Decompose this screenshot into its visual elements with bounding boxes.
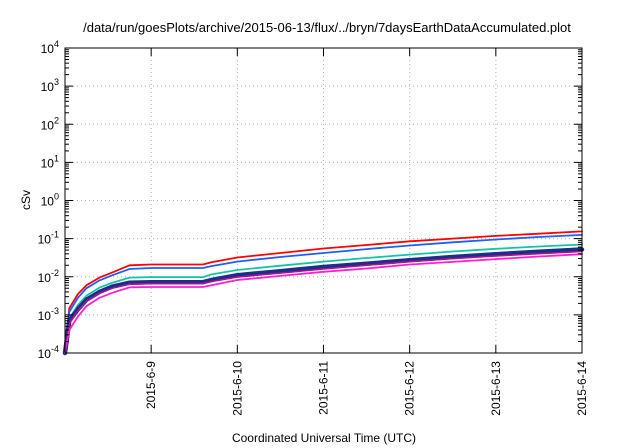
- y-tick-label: 102: [41, 115, 59, 132]
- series-line: [62, 247, 585, 356]
- y-tick-label: 10-3: [38, 306, 59, 323]
- series-line: [64, 243, 583, 354]
- x-tick-label: 2015-6-12: [403, 361, 417, 416]
- series-line: [64, 233, 583, 354]
- x-tick-label: 2015-6-10: [230, 361, 244, 416]
- series-line: [64, 250, 583, 354]
- grid: [65, 48, 582, 353]
- y-axis-label: cSv: [19, 190, 33, 210]
- y-tick-label: 100: [41, 192, 59, 209]
- tick-marks: [65, 47, 583, 354]
- x-tick-label: 2015-6-11: [317, 361, 331, 415]
- series-line: [64, 253, 583, 354]
- series-group: [62, 230, 585, 356]
- y-tick-labels: 10-4 10-3 10-2 10-1 100 101 102 103 104: [38, 39, 59, 361]
- y-tick-label: 10-1: [38, 230, 59, 247]
- x-tick-label: 2015-6-9: [144, 361, 158, 409]
- series-line: [64, 230, 583, 354]
- y-tick-label: 101: [41, 153, 59, 170]
- x-tick-label: 2015-6-13: [489, 361, 503, 416]
- y-tick-label: 10-4: [38, 344, 59, 361]
- y-tick-label: 103: [41, 77, 59, 94]
- x-axis-label: Coordinated Universal Time (UTC): [232, 431, 416, 445]
- y-tick-label: 10-2: [38, 268, 59, 285]
- x-tick-labels: 2015-6-9 2015-6-10 2015-6-11 2015-6-12 2015-…: [144, 361, 589, 416]
- y-tick-label: 104: [41, 39, 59, 56]
- chart-title: /data/run/goesPlots/archive/2015-06-13/f…: [83, 20, 571, 35]
- x-tick-label: 2015-6-14: [575, 361, 589, 416]
